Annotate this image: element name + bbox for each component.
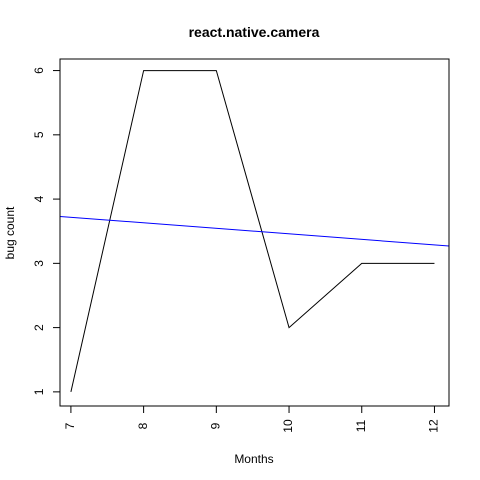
x-tick-label: 10 [281,419,295,433]
y-tick-label: 3 [32,260,46,267]
x-tick-label: 8 [136,422,150,429]
trend-line [59,215,450,247]
plot-area [59,70,450,392]
y-tick-label: 6 [32,67,46,74]
plot-frame [59,58,450,407]
y-axis: 1 2 3 4 5 6 [32,67,60,395]
y-tick-label: 1 [32,388,46,395]
chart-title: react.native.camera [189,24,320,40]
x-tick-label: 9 [208,422,222,429]
series-line [70,70,435,392]
y-axis-label: bug count [3,206,17,259]
x-axis: 7 8 9 10 11 12 [63,406,441,433]
x-tick-label: 7 [63,422,77,429]
y-tick-label: 4 [32,195,46,202]
x-axis-label: Months [234,452,273,466]
x-tick-label: 12 [427,419,441,433]
y-tick-label: 5 [32,131,46,138]
y-tick-label: 2 [32,324,46,331]
x-tick-label: 11 [354,419,368,432]
